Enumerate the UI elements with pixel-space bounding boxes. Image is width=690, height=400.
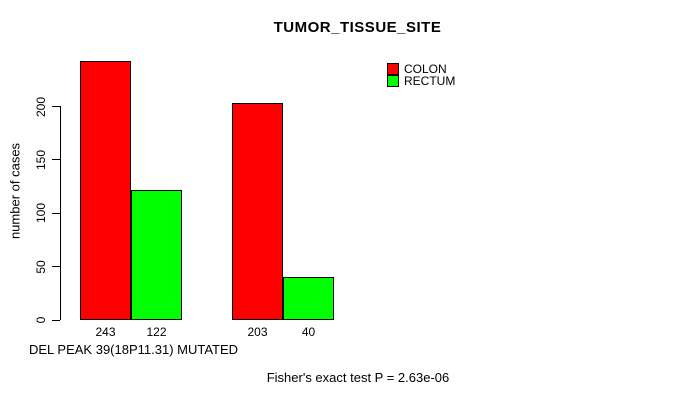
y-tick — [52, 106, 60, 108]
bar-value-label: 243 — [95, 325, 116, 339]
y-tick — [52, 159, 60, 161]
chart-title: TUMOR_TISSUE_SITE — [273, 19, 442, 36]
bar-rectum-group1 — [131, 189, 182, 320]
legend: COLON RECTUM — [387, 62, 456, 88]
bar-rectum-group2 — [283, 277, 334, 320]
bar-colon-group2 — [232, 103, 283, 320]
y-tick-label: 50 — [34, 259, 48, 274]
bar-value-label: 40 — [301, 325, 316, 339]
legend-label: COLON — [404, 62, 447, 76]
y-tick-label: 0 — [34, 316, 48, 324]
legend-entry-rectum: RECTUM — [387, 74, 456, 88]
bar-colon-group1 — [80, 60, 131, 320]
y-tick-label: 100 — [34, 203, 48, 224]
y-tick-label: 200 — [34, 96, 48, 117]
y-axis-label: number of cases — [7, 142, 23, 240]
y-tick — [52, 266, 60, 268]
x-axis-label: DEL PEAK 39(18P11.31) MUTATED — [29, 342, 239, 357]
y-tick — [52, 319, 60, 321]
y-tick — [52, 212, 60, 214]
legend-entry-colon: COLON — [387, 62, 455, 76]
legend-swatch-rectum — [387, 75, 399, 87]
legend-label: RECTUM — [404, 74, 456, 88]
bar-value-label: 122 — [146, 325, 167, 339]
bar-value-label: 203 — [247, 325, 268, 339]
p-value-annotation: Fisher's exact test P = 2.63e-06 — [266, 370, 450, 385]
y-tick-label: 150 — [34, 149, 48, 170]
y-axis — [60, 106, 61, 320]
legend-swatch-colon — [387, 63, 399, 75]
